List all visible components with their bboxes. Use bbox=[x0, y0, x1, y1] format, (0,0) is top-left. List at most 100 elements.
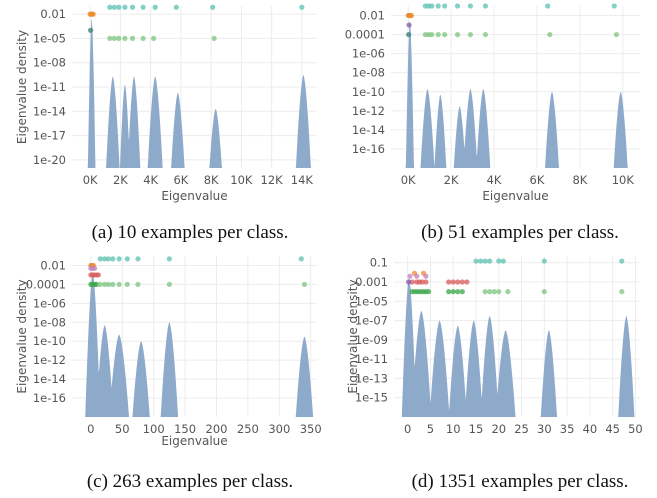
outlier-point bbox=[541, 289, 547, 295]
y-tick-label: 1e-14 bbox=[352, 123, 385, 137]
x-tick-label: 150 bbox=[174, 422, 196, 436]
y-tick-label: 0.1 bbox=[370, 256, 388, 270]
outlier-point bbox=[429, 3, 435, 9]
outlier-point bbox=[409, 279, 415, 285]
x-tick-label: 300 bbox=[268, 422, 290, 436]
outlier-point bbox=[487, 258, 493, 264]
outlier-point bbox=[414, 273, 420, 279]
outlier-point bbox=[166, 256, 172, 262]
outlier-point bbox=[140, 4, 146, 10]
x-tick-label: 6K bbox=[530, 173, 545, 187]
outlier-point bbox=[151, 35, 157, 42]
y-tick-label: 1e-20 bbox=[33, 153, 66, 167]
outlier-point bbox=[450, 289, 456, 295]
y-tick-label: 0.01 bbox=[40, 7, 66, 21]
x-axis-label: Eigenvalue bbox=[161, 434, 227, 448]
outlier-point bbox=[545, 3, 551, 9]
outlier-point bbox=[140, 35, 146, 42]
density-area bbox=[394, 277, 640, 417]
x-tick-label: 2K bbox=[113, 173, 128, 187]
x-tick-label: 50 bbox=[115, 422, 130, 436]
y-tick-label: 1e-17 bbox=[33, 129, 66, 143]
outlier-point bbox=[407, 273, 413, 279]
outlier-point bbox=[93, 281, 100, 288]
y-tick-label: 1e-05 bbox=[33, 31, 66, 45]
outlier-point bbox=[116, 256, 122, 262]
outlier-point bbox=[129, 4, 136, 10]
y-tick-label: 1e-16 bbox=[352, 142, 385, 156]
x-tick-label: 0K bbox=[83, 173, 98, 187]
outlier-point bbox=[301, 281, 308, 288]
x-tick-label: 8K bbox=[204, 173, 219, 187]
outlier-point bbox=[105, 256, 112, 262]
outlier-point bbox=[611, 3, 617, 9]
outlier-point bbox=[211, 35, 217, 42]
outlier-point bbox=[619, 289, 625, 295]
outlier-point bbox=[406, 22, 412, 28]
figure-caption: (b) 51 examples per class. bbox=[421, 222, 619, 243]
outlier-point bbox=[467, 3, 474, 9]
outlier-point bbox=[500, 258, 506, 264]
y-axis-label: Eigenvalue density bbox=[346, 279, 360, 393]
y-tick-label: 1e-06 bbox=[33, 296, 66, 310]
y-tick-label: 1e-10 bbox=[33, 334, 66, 348]
x-axis-label: Eigenvalue bbox=[161, 189, 227, 203]
outlier-point bbox=[88, 27, 94, 33]
y-tick-label: 0.0001 bbox=[26, 277, 66, 291]
outlier-point bbox=[426, 289, 432, 295]
outlier-point bbox=[122, 35, 128, 42]
outlier-point bbox=[419, 279, 425, 285]
x-tick-label: 6K bbox=[173, 173, 188, 187]
chart-panel-4: 0.1 0.001 1e-05 1e-07 1e-09 1e-11 1e-13 1e-15 0 5… bbox=[346, 256, 643, 492]
x-tick-label: 10 bbox=[446, 422, 461, 436]
x-tick-label: 8K bbox=[572, 173, 587, 187]
outlier-point bbox=[547, 31, 553, 38]
y-tick-label: 1e-08 bbox=[352, 66, 385, 80]
outlier-point bbox=[467, 31, 474, 38]
y-tick-label: 1e-16 bbox=[33, 391, 66, 405]
x-tick-label: 20 bbox=[491, 422, 506, 436]
outlier-point bbox=[435, 31, 441, 38]
y-tick-label: 1e-12 bbox=[33, 353, 66, 367]
outlier-point bbox=[111, 4, 117, 10]
outlier-point bbox=[110, 256, 116, 262]
chart-panel-2: 0.01 0.0001 1e-06 1e-08 1e-10 1e-12 1e-14 1e-16… bbox=[345, 3, 640, 243]
x-tick-label: 100 bbox=[143, 422, 165, 436]
x-tick-label: 0 bbox=[87, 422, 94, 436]
y-tick-label: 0.01 bbox=[40, 258, 66, 272]
x-tick-label: 4K bbox=[487, 173, 502, 187]
y-tick-label: 1e-08 bbox=[33, 315, 66, 329]
outlier-point bbox=[107, 35, 113, 42]
x-tick-label: 40 bbox=[583, 422, 598, 436]
outlier-point bbox=[405, 279, 412, 285]
density-area bbox=[72, 272, 317, 417]
outlier-point bbox=[152, 4, 158, 10]
outlier-point bbox=[454, 3, 461, 9]
x-tick-label: 250 bbox=[237, 422, 259, 436]
x-tick-label: 0K bbox=[401, 173, 416, 187]
outlier-point bbox=[107, 4, 113, 10]
outlier-point bbox=[90, 11, 96, 17]
figure-caption: (a) 10 examples per class. bbox=[92, 222, 289, 243]
y-tick-label: 0.001 bbox=[355, 275, 388, 289]
outlier-point bbox=[423, 279, 429, 285]
y-axis-label: Eigenvalue density bbox=[15, 30, 29, 144]
x-tick-label: 5 bbox=[427, 422, 434, 436]
outlier-point bbox=[173, 4, 179, 10]
outlier-point bbox=[129, 35, 136, 42]
x-tick-label: 35 bbox=[560, 422, 575, 436]
x-tick-label: 15 bbox=[469, 422, 484, 436]
x-tick-label: 200 bbox=[206, 422, 228, 436]
outlier-point bbox=[105, 281, 112, 288]
y-tick-label: 1e-10 bbox=[352, 85, 385, 99]
outlier-point bbox=[482, 31, 489, 38]
x-tick-label: 25 bbox=[514, 422, 529, 436]
density-area bbox=[391, 20, 640, 168]
outlier-point bbox=[110, 281, 116, 288]
outlier-point bbox=[102, 256, 108, 262]
outlier-point bbox=[442, 31, 448, 38]
y-tick-label: 1e-07 bbox=[355, 314, 388, 328]
x-tick-label: 10K bbox=[230, 173, 253, 187]
x-tick-label: 45 bbox=[605, 422, 620, 436]
outlier-point bbox=[505, 289, 511, 295]
